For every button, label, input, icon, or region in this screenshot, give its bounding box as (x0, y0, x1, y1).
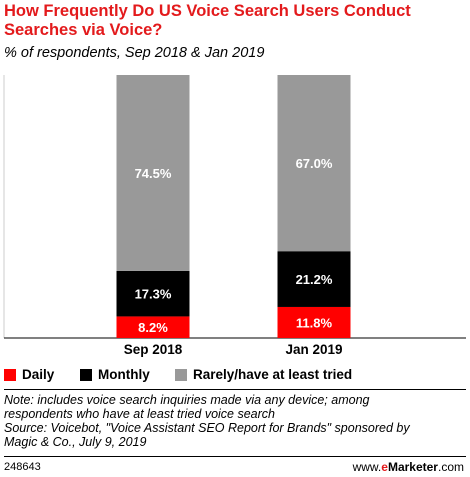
bar-segment-daily-0 (116, 316, 190, 338)
legend-label-daily: Daily (22, 367, 55, 382)
note-line-2: respondents who have at least tried voic… (4, 407, 275, 421)
footer-divider (4, 456, 466, 457)
data-label-monthly-0: 17.3% (135, 287, 172, 302)
chart-id: 248643 (4, 461, 41, 473)
note-divider (4, 389, 466, 390)
data-label-rarely-have-at-least-tried-1: 67.0% (296, 156, 333, 171)
legend-label-monthly: Monthly (98, 367, 150, 382)
legend-item-rarely: Rarely/have at least tried (175, 367, 352, 382)
bar-segment-rarely-have-at-least-tried-0 (116, 75, 190, 271)
brand-name: Marketer (387, 460, 438, 474)
legend-item-monthly: Monthly (80, 367, 150, 382)
brand-suffix: .com (437, 460, 464, 474)
legend-swatch-rarely (175, 368, 187, 381)
chart-subtitle: % of respondents, Sep 2018 & Jan 2019 (4, 45, 265, 61)
x-tick-label-1: Jan 2019 (285, 342, 342, 357)
data-label-daily-1: 11.8% (296, 315, 333, 330)
data-label-daily-0: 8.2% (138, 320, 168, 335)
chart-note: Note: includes voice search inquiries ma… (4, 393, 466, 449)
bar-segment-monthly-1 (277, 251, 351, 307)
source-line-2: Magic & Co., July 9, 2019 (4, 435, 147, 449)
bar-segment-daily-1 (277, 306, 351, 338)
legend-swatch-daily (4, 368, 16, 381)
bar-segment-monthly-0 (116, 270, 190, 317)
chart-title: How Frequently Do US Voice Search Users … (4, 2, 411, 39)
source-line-1: Source: Voicebot, "Voice Assistant SEO R… (4, 421, 410, 435)
brand-e: e (381, 460, 388, 474)
legend-item-daily: Daily (4, 367, 54, 382)
bar-segment-rarely-have-at-least-tried-1 (277, 75, 351, 252)
brand-link[interactable]: www.eMarketer.com (353, 460, 464, 474)
legend-swatch-monthly (80, 368, 92, 381)
stacked-bar-chart: 8.2% 17.3% 74.5% Sep 2018 11.8% 21.2% 67.0% Jan… (3, 75, 466, 357)
brand-prefix: www. (352, 460, 382, 474)
note-line-1: Note: includes voice search inquiries ma… (4, 393, 370, 407)
legend-label-rarely: Rarely/have at least tried (193, 367, 353, 382)
data-label-rarely-have-at-least-tried-0: 74.5% (135, 166, 172, 181)
data-label-monthly-1: 21.2% (296, 272, 333, 287)
x-tick-label-0: Sep 2018 (124, 342, 183, 357)
